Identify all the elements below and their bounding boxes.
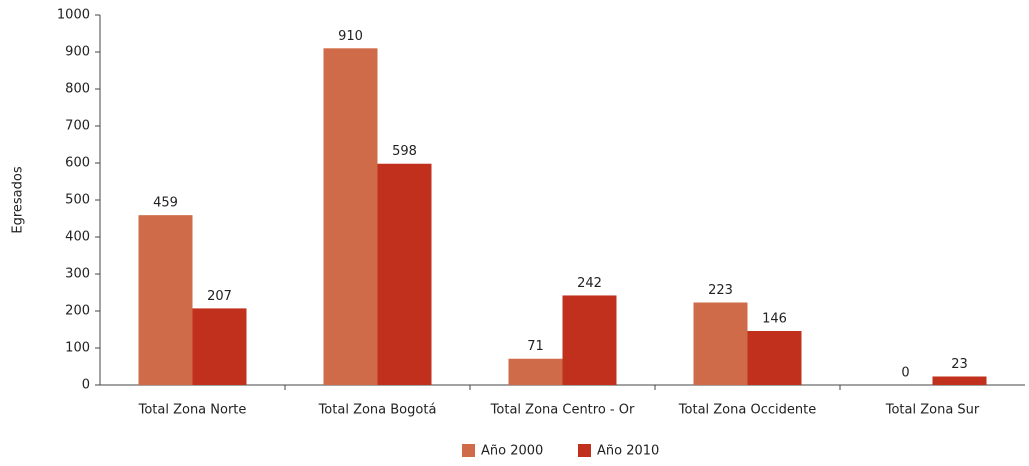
y-axis-label: Egresados bbox=[11, 166, 26, 233]
data-label: 459 bbox=[153, 196, 178, 211]
y-tick-label: 400 bbox=[65, 230, 90, 245]
bar bbox=[508, 358, 563, 385]
y-tick-label: 900 bbox=[65, 45, 90, 60]
data-label: 910 bbox=[338, 29, 363, 44]
x-tick-label: Total Zona Sur bbox=[885, 403, 980, 418]
data-label: 71 bbox=[527, 339, 544, 354]
data-label: 598 bbox=[392, 144, 417, 159]
y-tick-label: 700 bbox=[65, 119, 90, 134]
x-tick-label: Total Zona Bogotá bbox=[318, 403, 437, 418]
bar bbox=[932, 376, 987, 385]
y-tick-label: 800 bbox=[65, 82, 90, 97]
bar bbox=[693, 302, 748, 385]
data-label: 0 bbox=[901, 366, 909, 381]
y-tick-label: 300 bbox=[65, 267, 90, 282]
y-tick-label: 500 bbox=[65, 193, 90, 208]
legend-label: Año 2010 bbox=[597, 444, 659, 459]
x-tick-label: Total Zona Occidente bbox=[678, 403, 816, 418]
bar bbox=[138, 215, 193, 385]
legend-swatch bbox=[578, 444, 591, 457]
bar bbox=[562, 295, 617, 385]
bar bbox=[747, 330, 802, 385]
y-tick-label: 200 bbox=[65, 304, 90, 319]
data-label: 146 bbox=[762, 311, 787, 326]
x-tick-label: Total Zona Norte bbox=[138, 403, 247, 418]
data-label: 242 bbox=[577, 276, 602, 291]
data-label: 207 bbox=[207, 289, 232, 304]
y-tick-label: 1000 bbox=[57, 8, 90, 23]
x-tick-label: Total Zona Centro - Or bbox=[490, 403, 635, 418]
legend-swatch bbox=[462, 444, 475, 457]
bar bbox=[192, 308, 247, 385]
data-label: 23 bbox=[951, 357, 968, 372]
y-tick-label: 600 bbox=[65, 156, 90, 171]
legend-label: Año 2000 bbox=[481, 444, 543, 459]
y-tick-label: 0 bbox=[82, 378, 90, 393]
bar bbox=[323, 48, 378, 386]
y-tick-label: 100 bbox=[65, 341, 90, 356]
bar bbox=[377, 163, 432, 385]
data-label: 223 bbox=[708, 283, 733, 298]
